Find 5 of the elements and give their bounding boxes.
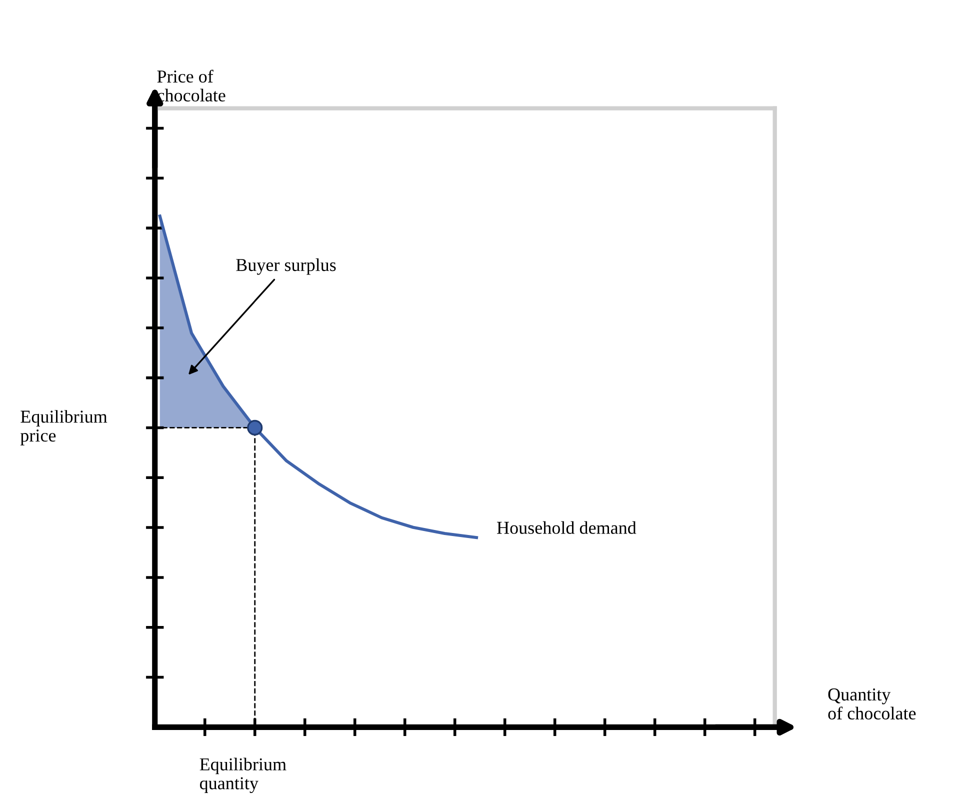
text: Equilibrium price [20, 410, 108, 446]
text: Quantity of chocolate [828, 688, 916, 720]
series-label: Household demand [497, 521, 636, 534]
annotation: Buyer surplus [236, 258, 336, 275]
text: Equilibrium quantity [200, 758, 286, 794]
